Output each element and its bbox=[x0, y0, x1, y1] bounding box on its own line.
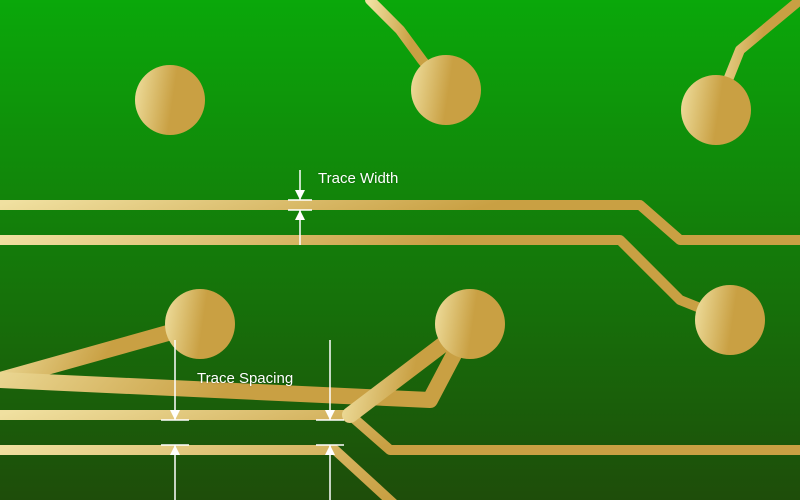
pad-5 bbox=[695, 285, 765, 355]
pcb-background bbox=[0, 0, 800, 500]
trace-spacing-label: Trace Spacing bbox=[197, 370, 293, 387]
diagram-svg bbox=[0, 0, 800, 500]
pad-0 bbox=[135, 65, 205, 135]
pad-2 bbox=[681, 75, 751, 145]
pcb-trace-diagram: Trace Width Trace Spacing bbox=[0, 0, 800, 500]
trace-width-label: Trace Width bbox=[318, 170, 398, 187]
pad-4 bbox=[435, 289, 505, 359]
pad-1 bbox=[411, 55, 481, 125]
